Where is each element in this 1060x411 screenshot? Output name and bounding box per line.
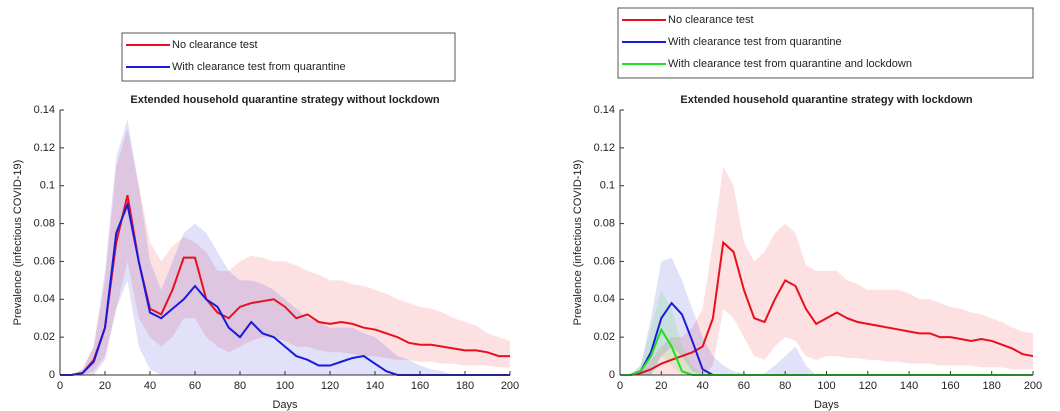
y-tick-label: 0.12	[594, 142, 615, 154]
band	[60, 119, 510, 375]
y-tick-label: 0.04	[594, 293, 615, 305]
band	[620, 289, 1033, 375]
x-tick-label: 80	[234, 380, 246, 392]
y-tick-label: 0.08	[594, 217, 615, 229]
x-tick-label: 60	[738, 380, 750, 392]
y-tick-label: 0.08	[34, 217, 55, 229]
y-tick-label: 0.1	[600, 180, 615, 192]
x-tick-label: 120	[859, 380, 877, 392]
line	[620, 240, 1034, 376]
band	[620, 166, 1033, 375]
legend-label: No clearance test	[172, 39, 258, 51]
y-tick-label: 0	[49, 369, 55, 381]
band	[60, 128, 510, 375]
x-tick-label: 120	[321, 380, 339, 392]
x-tick-label: 160	[941, 380, 959, 392]
x-tick-label: 180	[983, 380, 1001, 392]
y-tick-label: 0.06	[594, 255, 615, 267]
x-tick-label: 60	[189, 380, 201, 392]
x-tick-label: 140	[900, 380, 918, 392]
y-tick-label: 0.02	[34, 331, 55, 343]
x-tick-label: 40	[144, 380, 156, 392]
x-tick-label: 80	[779, 380, 791, 392]
legend-box	[617, 7, 1034, 79]
chart-title: Extended household quarantine strategy w…	[130, 94, 440, 106]
y-axis-label: Prevalence (infectious COVID-19)	[12, 160, 24, 326]
x-tick-label: 140	[366, 380, 384, 392]
x-tick-label: 180	[456, 380, 474, 392]
legend-label: With clearance test from quarantine	[668, 36, 842, 48]
y-tick-label: 0	[609, 369, 615, 381]
legend-label: With clearance test from quarantine and …	[668, 58, 912, 70]
chart-title: Extended household quarantine strategy w…	[680, 94, 972, 106]
y-tick-label: 0.04	[34, 293, 55, 305]
x-tick-label: 0	[617, 380, 623, 392]
x-tick-label: 20	[99, 380, 111, 392]
x-tick-label: 40	[696, 380, 708, 392]
x-tick-label: 20	[655, 380, 667, 392]
band	[620, 257, 1033, 375]
x-axis-label: Days	[814, 399, 840, 411]
y-tick-label: 0.02	[594, 331, 615, 343]
x-axis-label: Days	[272, 399, 298, 411]
x-tick-label: 200	[1024, 380, 1042, 392]
y-tick-label: 0.14	[34, 104, 55, 116]
y-tick-label: 0.14	[594, 104, 615, 116]
y-tick-label: 0.06	[34, 255, 55, 267]
legend-label: No clearance test	[668, 14, 754, 26]
legend-box	[121, 32, 456, 82]
x-tick-label: 200	[501, 380, 519, 392]
x-tick-label: 100	[817, 380, 835, 392]
legend-label: With clearance test from quarantine	[172, 61, 346, 73]
x-tick-label: 160	[411, 380, 429, 392]
x-tick-label: 100	[276, 380, 294, 392]
y-axis-label: Prevalence (infectious COVID-19)	[572, 160, 584, 326]
y-tick-label: 0.12	[34, 142, 55, 154]
y-tick-label: 0.1	[40, 180, 55, 192]
x-tick-label: 0	[57, 380, 63, 392]
